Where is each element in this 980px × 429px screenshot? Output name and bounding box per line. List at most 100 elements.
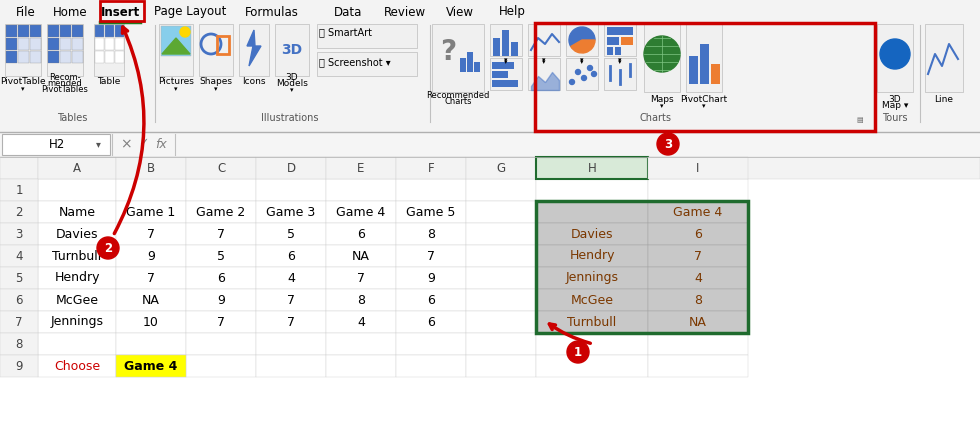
Text: 7: 7: [287, 315, 295, 329]
Bar: [186, 157, 256, 179]
Bar: [536, 157, 648, 179]
Text: Tours: Tours: [882, 113, 907, 123]
Bar: [38, 311, 116, 333]
Bar: [466, 157, 536, 179]
Bar: [186, 179, 256, 201]
Bar: [396, 311, 466, 333]
Bar: [48, 38, 59, 50]
Text: Page Layout: Page Layout: [154, 6, 226, 18]
Bar: [604, 58, 636, 90]
Bar: [536, 223, 648, 245]
Bar: [0, 157, 38, 179]
Bar: [326, 355, 396, 377]
Text: 8: 8: [16, 338, 23, 350]
Bar: [326, 333, 396, 355]
Bar: [648, 245, 748, 267]
Text: 6: 6: [287, 250, 295, 263]
Bar: [115, 38, 124, 50]
Bar: [161, 26, 191, 56]
Bar: [0, 267, 38, 289]
Bar: [30, 38, 41, 50]
Text: 10: 10: [143, 315, 159, 329]
Text: Pictures: Pictures: [158, 78, 194, 87]
Wedge shape: [569, 27, 595, 46]
Bar: [72, 38, 83, 50]
Bar: [536, 267, 648, 289]
Bar: [0, 245, 38, 267]
Bar: [38, 223, 116, 245]
Text: H: H: [588, 161, 597, 175]
Bar: [256, 223, 326, 245]
Bar: [116, 157, 186, 179]
Text: 3D: 3D: [281, 43, 303, 57]
Text: 8: 8: [357, 293, 365, 306]
Bar: [326, 223, 396, 245]
Bar: [466, 267, 536, 289]
Text: NA: NA: [689, 315, 707, 329]
Text: Models: Models: [276, 79, 308, 88]
Text: 4: 4: [694, 272, 702, 284]
Text: ▾: ▾: [505, 59, 508, 65]
Text: Choose: Choose: [54, 360, 100, 372]
Bar: [60, 51, 71, 63]
Bar: [466, 223, 536, 245]
Bar: [466, 311, 536, 333]
Bar: [466, 289, 536, 311]
Bar: [38, 201, 116, 223]
Text: H2: H2: [49, 138, 65, 151]
Text: ▤: ▤: [857, 117, 863, 123]
Bar: [604, 24, 636, 56]
Bar: [490, 58, 522, 90]
Bar: [72, 51, 83, 63]
Bar: [48, 25, 59, 37]
Text: D: D: [286, 161, 296, 175]
Bar: [648, 289, 748, 311]
Text: F: F: [427, 161, 434, 175]
Text: 📊 SmartArt: 📊 SmartArt: [319, 27, 372, 37]
Bar: [326, 311, 396, 333]
Bar: [38, 355, 116, 377]
Text: Jennings: Jennings: [51, 315, 104, 329]
Bar: [466, 355, 536, 377]
Text: 7: 7: [427, 250, 435, 263]
Text: 2: 2: [104, 242, 112, 254]
Text: ▾: ▾: [618, 59, 621, 65]
Bar: [615, 47, 621, 55]
Circle shape: [880, 39, 910, 69]
Text: G: G: [497, 161, 506, 175]
Bar: [396, 333, 466, 355]
Bar: [116, 201, 186, 223]
Text: fx: fx: [155, 138, 167, 151]
Text: Charts: Charts: [639, 113, 671, 123]
Text: 7: 7: [217, 227, 225, 241]
Bar: [0, 311, 38, 333]
Bar: [326, 245, 396, 267]
Text: 📷 Screenshot ▾: 📷 Screenshot ▾: [319, 57, 391, 67]
Text: Formulas: Formulas: [245, 6, 299, 18]
Circle shape: [644, 36, 680, 72]
Text: McGee: McGee: [56, 293, 99, 306]
Bar: [105, 51, 114, 63]
Bar: [536, 333, 648, 355]
Text: Recommended: Recommended: [426, 91, 490, 100]
Bar: [60, 25, 71, 37]
Bar: [38, 157, 116, 179]
Text: View: View: [446, 6, 474, 18]
Bar: [186, 267, 256, 289]
Bar: [116, 333, 186, 355]
Bar: [38, 333, 116, 355]
Circle shape: [592, 72, 597, 76]
Text: ✓: ✓: [138, 138, 148, 151]
Bar: [256, 201, 326, 223]
Bar: [115, 25, 124, 37]
Bar: [536, 223, 648, 245]
Bar: [186, 355, 256, 377]
Bar: [528, 58, 560, 90]
Bar: [38, 179, 116, 201]
Bar: [686, 24, 722, 92]
Bar: [492, 80, 518, 87]
Text: Icons: Icons: [242, 78, 266, 87]
Bar: [256, 355, 326, 377]
Text: Home: Home: [53, 6, 87, 18]
Bar: [535, 23, 875, 131]
